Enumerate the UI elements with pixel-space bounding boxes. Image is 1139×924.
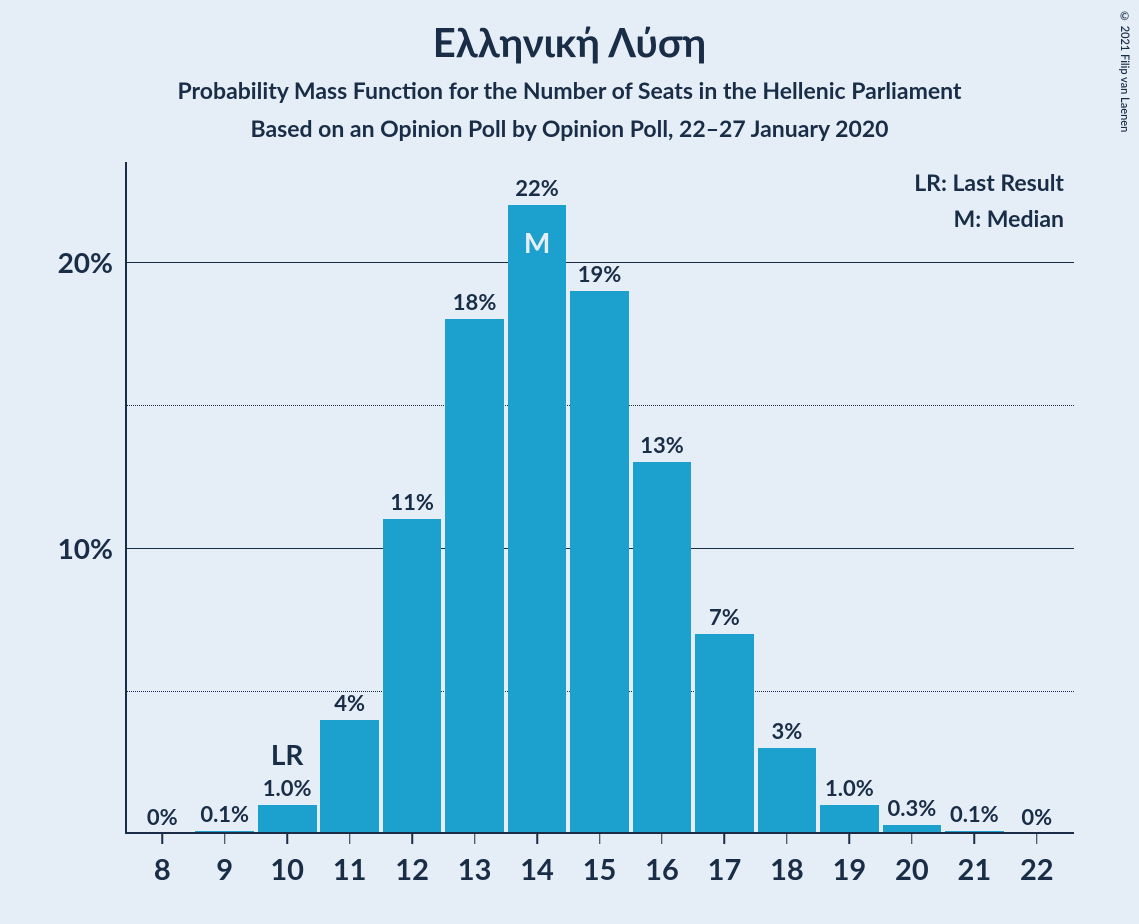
bar-slot: 7%: [693, 162, 755, 834]
y-axis: 20% 10%: [30, 162, 125, 834]
bar: M: [508, 205, 567, 834]
copyright-text: © 2021 Filip van Laenen: [1118, 10, 1131, 132]
bar-value-label: 3%: [772, 717, 803, 744]
bar-value-label: 13%: [640, 431, 684, 458]
x-tick-label: 20: [881, 834, 943, 904]
bar-slot: 13%: [631, 162, 693, 834]
bar: [820, 805, 879, 834]
bar-value-label: 0.1%: [950, 800, 999, 827]
bar-value-label: 0%: [1021, 803, 1052, 830]
bar-value-label: 4%: [334, 689, 365, 716]
x-tick-label: 17: [693, 834, 755, 904]
x-tick-label: 16: [631, 834, 693, 904]
x-tick-label: 15: [568, 834, 630, 904]
chart-subtitle-2: Based on an Opinion Poll by Opinion Poll…: [30, 114, 1109, 142]
last-result-marker: LR: [271, 737, 304, 771]
legend-lr: LR: Last Result: [914, 168, 1064, 196]
legend: LR: Last Result M: Median: [914, 168, 1064, 240]
y-tick-label: 10%: [58, 531, 113, 565]
x-axis: 8910111213141516171819202122: [125, 834, 1074, 904]
bar: [633, 462, 692, 834]
x-tick-label: 18: [756, 834, 818, 904]
median-marker: M: [524, 225, 550, 259]
x-tick-label: 19: [818, 834, 880, 904]
x-tick-label: 14: [506, 834, 568, 904]
x-tick-label: 12: [381, 834, 443, 904]
bar-slot: 0.1%: [193, 162, 255, 834]
x-tick-label: 10: [256, 834, 318, 904]
bar-slot: 1.0%: [818, 162, 880, 834]
bar-value-label: 22%: [515, 174, 559, 201]
bar: LR: [258, 805, 317, 834]
legend-m: M: Median: [914, 204, 1064, 232]
bar-value-label: 0%: [147, 803, 178, 830]
x-tick-label: 22: [1006, 834, 1068, 904]
bar: [758, 748, 817, 834]
bar-value-label: 0.1%: [200, 800, 249, 827]
bar-value-label: 0.3%: [887, 794, 936, 821]
bar-slot: 0%: [1006, 162, 1068, 834]
bar-slot: 11%: [381, 162, 443, 834]
y-tick-label: 20%: [58, 245, 113, 279]
x-tick-label: 9: [193, 834, 255, 904]
bar-slot: 0%: [131, 162, 193, 834]
chart-subtitle-1: Probability Mass Function for the Number…: [30, 76, 1109, 104]
bar-slot: 4%: [318, 162, 380, 834]
bar-slot: 3%: [756, 162, 818, 834]
y-axis-line: [125, 162, 127, 834]
bar-value-label: 18%: [453, 288, 497, 315]
bars-group: 0% 0.1% 1.0% LR 4% 11% 18% 22% M 19% 13% 7% 3% 1.0% 0.…: [125, 162, 1074, 834]
bar-value-label: 19%: [578, 260, 622, 287]
bar-slot: 0.3%: [881, 162, 943, 834]
bar: [383, 519, 442, 834]
bar: [570, 291, 629, 834]
bar-value-label: 11%: [390, 488, 434, 515]
bar-slot: 22% M: [506, 162, 568, 834]
bar-slot: 0.1%: [943, 162, 1005, 834]
x-axis-line: [125, 832, 1074, 834]
chart-main-title: Ελληνική Λύση: [30, 18, 1109, 66]
x-tick-label: 11: [318, 834, 380, 904]
bar: [320, 720, 379, 834]
bar-slot: 1.0% LR: [256, 162, 318, 834]
plot-region: LR: Last Result M: Median 0% 0.1% 1.0% LR 4%…: [125, 162, 1074, 834]
bar: [695, 634, 754, 834]
bar-value-label: 1.0%: [825, 774, 874, 801]
bar-value-label: 1.0%: [263, 774, 312, 801]
chart-container: Ελληνική Λύση Probability Mass Function …: [0, 0, 1139, 924]
x-tick-label: 13: [443, 834, 505, 904]
bar-value-label: 7%: [709, 603, 740, 630]
x-tick-label: 21: [943, 834, 1005, 904]
bar-slot: 18%: [443, 162, 505, 834]
plot-area: 20% 10% LR: Last Result M: Median 0% 0.1% 1…: [30, 162, 1109, 904]
x-tick-label: 8: [131, 834, 193, 904]
bar-slot: 19%: [568, 162, 630, 834]
bar: [445, 319, 504, 834]
chart-titles: Ελληνική Λύση Probability Mass Function …: [30, 18, 1109, 152]
